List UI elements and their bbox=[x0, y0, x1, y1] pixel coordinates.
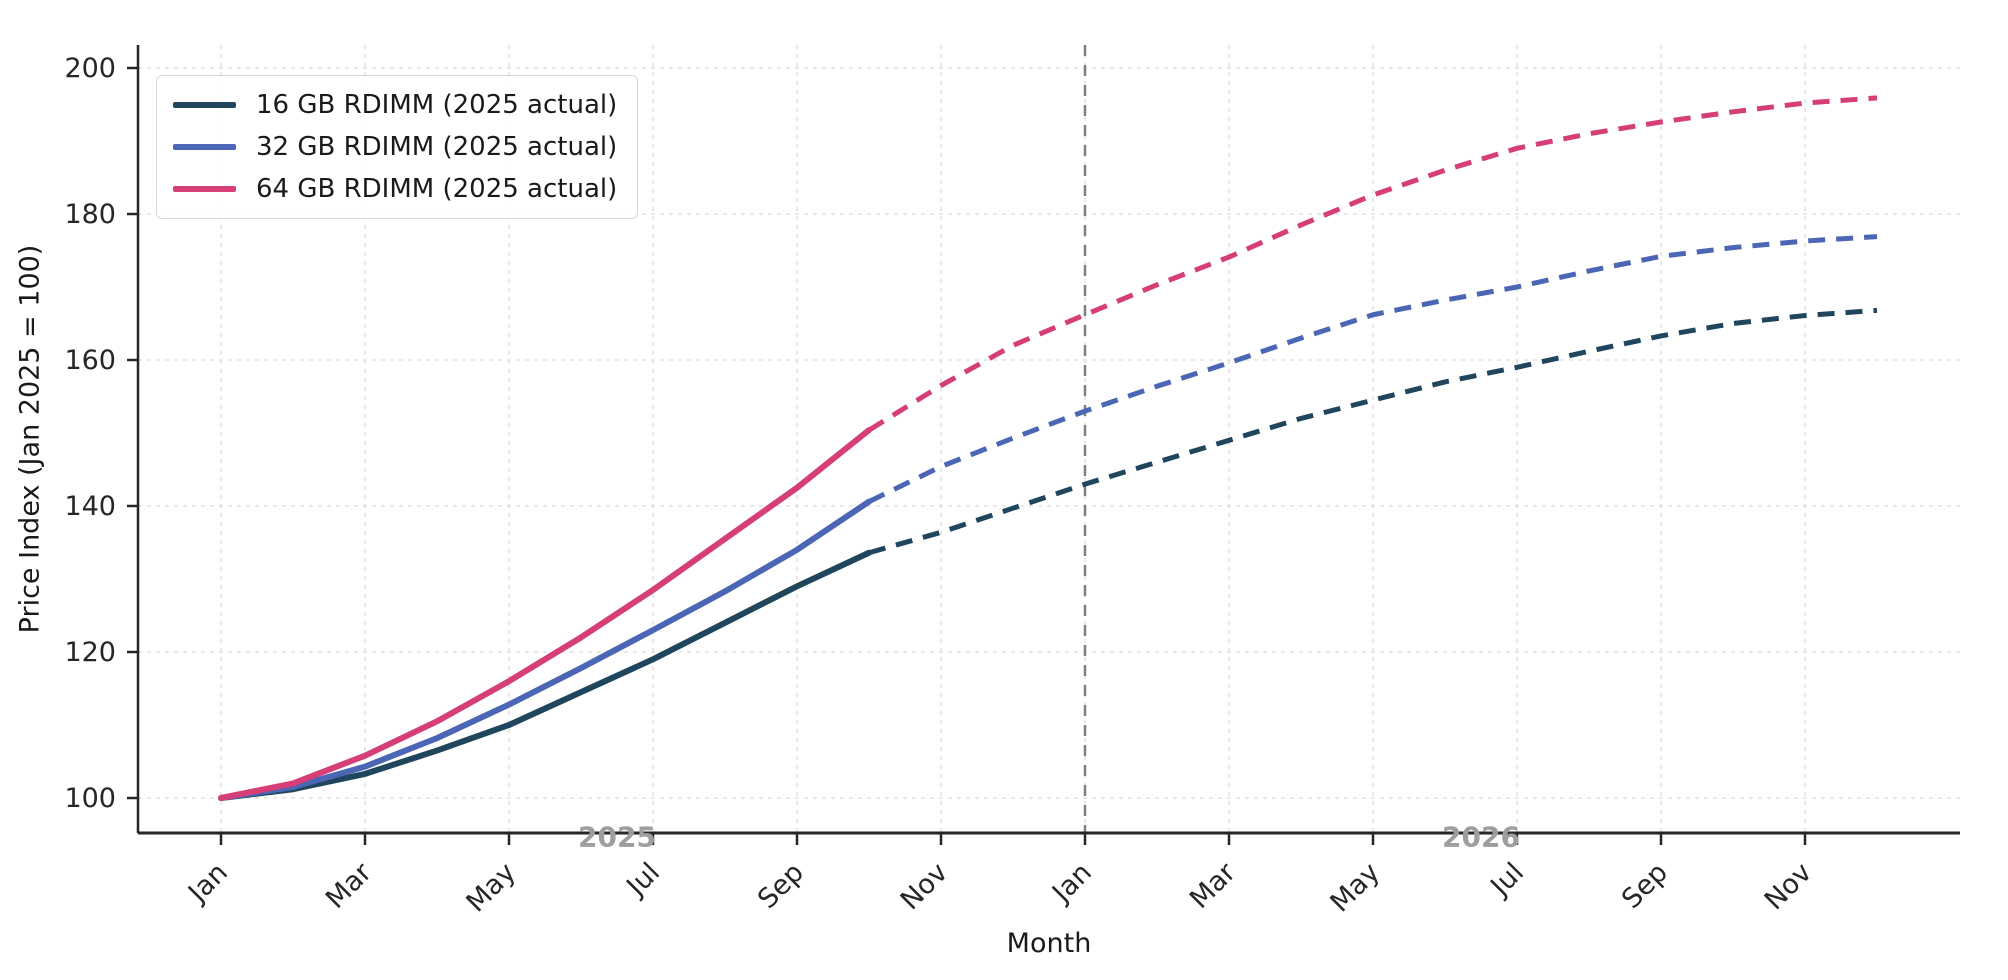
y-tick-label: 120 bbox=[64, 637, 116, 668]
x-tick-label: May bbox=[461, 857, 522, 918]
series-forecast-line-2 bbox=[867, 95, 1878, 433]
legend-item-32gb: 32 GB RDIMM (2025 actual) bbox=[173, 126, 617, 168]
x-tick-label: Jul bbox=[1484, 857, 1530, 903]
x-tick-label: Mar bbox=[1184, 856, 1243, 915]
y-tick-label: 100 bbox=[64, 783, 116, 814]
x-tick-label: Nov bbox=[895, 857, 954, 916]
legend-swatch-32gb bbox=[173, 144, 236, 150]
series-actual-line-1 bbox=[218, 498, 872, 801]
y-tick-label: 200 bbox=[64, 53, 116, 84]
series-forecast-line-0 bbox=[868, 307, 1878, 556]
x-tick-label: Nov bbox=[1759, 857, 1818, 916]
y-axis-label: Price Index (Jan 2025 = 100) bbox=[14, 244, 46, 634]
x-axis-label: Month bbox=[1006, 928, 1092, 959]
legend-label-64gb: 64 GB RDIMM (2025 actual) bbox=[256, 174, 618, 204]
legend-label-32gb: 32 GB RDIMM (2025 actual) bbox=[256, 132, 618, 162]
x-tick-label: Jul bbox=[620, 857, 666, 903]
series-forecast-line-1 bbox=[867, 234, 1878, 504]
x-tick-label: May bbox=[1325, 857, 1386, 918]
x-tick-label: Sep bbox=[752, 857, 810, 915]
legend-label-16gb: 16 GB RDIMM (2025 actual) bbox=[256, 90, 618, 120]
x-tick-label: Mar bbox=[320, 856, 379, 915]
legend-swatch-16gb bbox=[173, 102, 236, 108]
legend-item-16gb: 16 GB RDIMM (2025 actual) bbox=[173, 84, 617, 126]
y-tick-label: 180 bbox=[64, 199, 116, 230]
legend-item-64gb: 64 GB RDIMM (2025 actual) bbox=[173, 168, 617, 210]
x-tick-label: Sep bbox=[1616, 857, 1674, 915]
series-actual-line-0 bbox=[218, 549, 872, 801]
legend: 16 GB RDIMM (2025 actual) 32 GB RDIMM (2… bbox=[156, 75, 639, 219]
year-label-2026: 2026 bbox=[1442, 820, 1520, 854]
series-actual-line-2 bbox=[218, 427, 872, 801]
y-tick-label: 160 bbox=[64, 345, 116, 376]
y-tick-label: 140 bbox=[64, 491, 116, 522]
x-tick-label: Jan bbox=[181, 857, 234, 910]
year-label-2025: 2025 bbox=[578, 820, 656, 854]
legend-swatch-64gb bbox=[173, 186, 236, 192]
x-tick-label: Jan bbox=[1045, 857, 1098, 910]
